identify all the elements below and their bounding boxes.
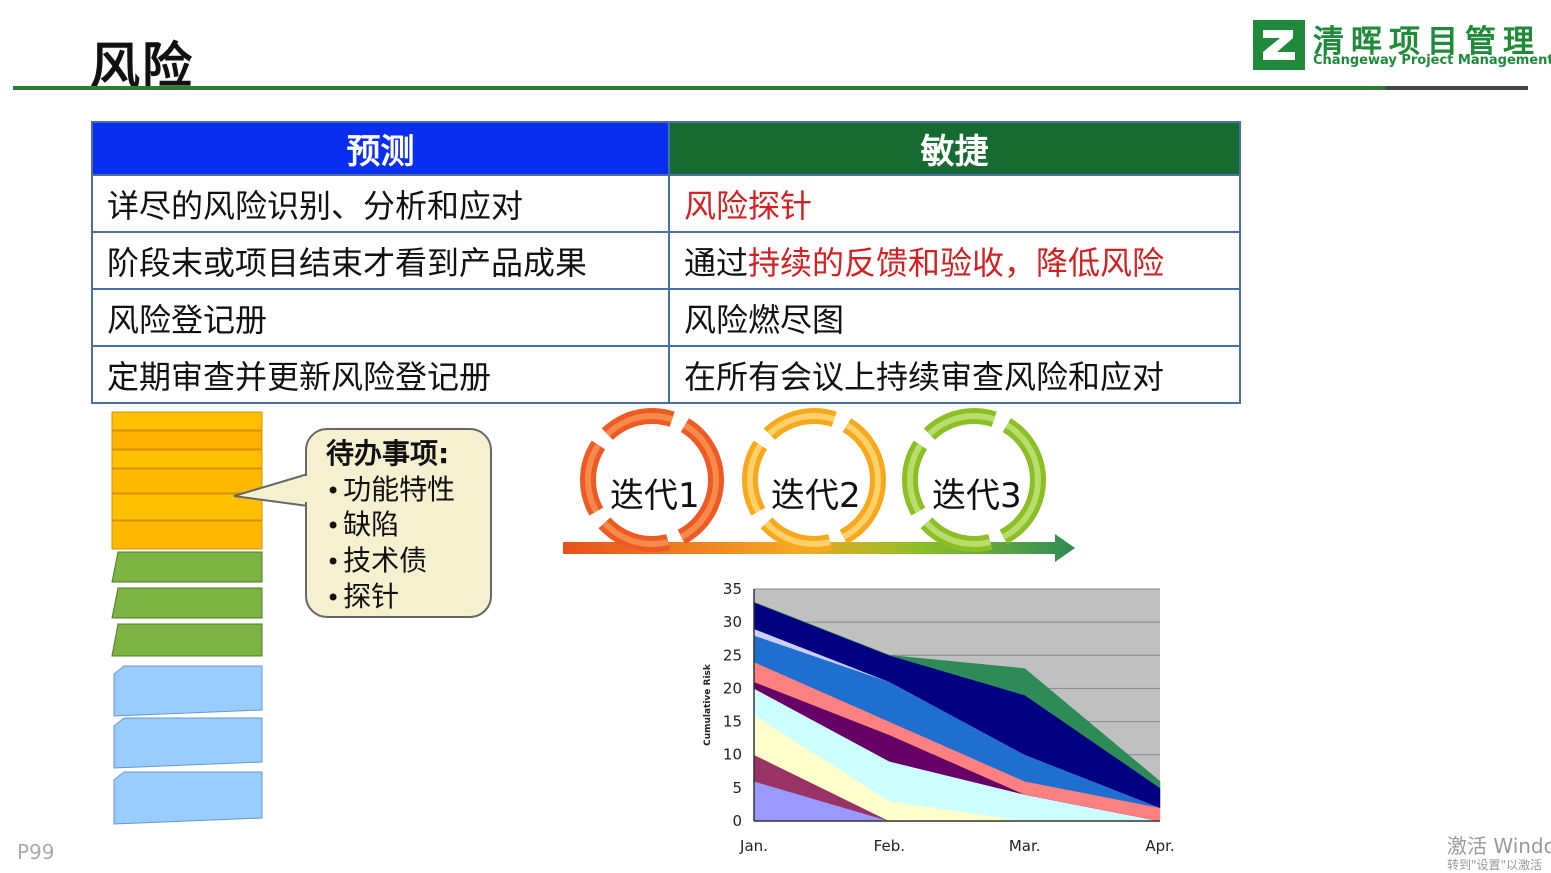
backlog-title: 待办事项: <box>326 437 450 470</box>
changeway-logo-icon <box>1253 20 1305 70</box>
cell-agile: 风险探针 <box>668 174 1241 233</box>
slide-title: 风险 <box>90 37 194 95</box>
x-tick-label: Apr. <box>1145 837 1174 855</box>
cell-predictive: 风险登记册 <box>91 288 670 347</box>
backlog-item-highlight: • 探针 <box>326 580 400 613</box>
iteration-1-label: 迭代1 <box>610 476 700 516</box>
backlog-blue-blocks <box>113 665 263 825</box>
iteration-3-label: 迭代3 <box>932 476 1022 516</box>
cell-predictive: 详尽的风险识别、分析和应对 <box>91 174 670 233</box>
y-tick-label: 10 <box>723 746 742 764</box>
cell-agile: 通过持续的反馈和验收，降低风险 <box>668 231 1241 290</box>
y-tick-label: 5 <box>732 779 742 797</box>
cell-agile-highlight: 持续的反馈和验收，降低风险 <box>748 243 1165 282</box>
backlog-callout <box>305 428 492 618</box>
cell-agile-text: 通过 <box>684 243 749 282</box>
x-tick-label: Jan. <box>739 837 768 855</box>
cycle-3-arrows-icon <box>902 408 1046 552</box>
iteration-cycles-diagram <box>563 408 1075 562</box>
title-underline <box>13 86 1528 90</box>
cell-agile-highlight: 风险探针 <box>684 186 813 225</box>
cell-agile: 风险燃尽图 <box>668 288 1241 347</box>
backlog-stack-illustration <box>111 411 263 825</box>
table-header-row: 预测 敏捷 <box>91 121 1241 176</box>
table-row: 风险登记册 风险燃尽图 <box>91 288 1241 347</box>
y-tick-label: 30 <box>723 613 742 631</box>
x-tick-label: Feb. <box>874 837 905 855</box>
y-tick-label: 35 <box>723 580 742 598</box>
logo-name-cn: 清晖项目管理 <box>1313 24 1541 60</box>
y-tick-label: 0 <box>732 812 742 830</box>
x-tick-label: Mar. <box>1009 837 1041 855</box>
logo-name-en: Changeway Project Management <box>1313 53 1551 68</box>
backlog-green-blocks <box>111 551 263 657</box>
y-tick-label: 25 <box>723 646 742 664</box>
y-tick-label: 15 <box>723 713 742 731</box>
table-row: 阶段末或项目结束才看到产品成果 通过持续的反馈和验收，降低风险 <box>91 231 1241 290</box>
backlog-item: • 功能特性 <box>326 473 456 506</box>
area-series-10 <box>753 602 1161 789</box>
comparison-table: 预测 敏捷 详尽的风险识别、分析和应对 风险探针 阶段末或项目结束才看到产品成果… <box>91 121 1241 404</box>
backlog-item: • 技术债 <box>326 544 428 577</box>
cell-predictive: 定期审查并更新风险登记册 <box>91 345 670 404</box>
iteration-2-label: 迭代2 <box>771 476 861 516</box>
cycle-1-arrows-icon <box>580 408 724 552</box>
activation-watermark-sub: 转到"设置"以激活 <box>1447 858 1543 872</box>
backlog-orange-blocks <box>111 411 263 550</box>
table-row: 详尽的风险识别、分析和应对 风险探针 <box>91 174 1241 233</box>
activation-watermark: 激活 Windc <box>1447 834 1551 858</box>
cycle-2-arrows-icon <box>742 408 886 552</box>
header-predictive: 预测 <box>91 121 670 176</box>
y-tick-label: 20 <box>723 679 742 697</box>
backlog-item: • 缺陷 <box>326 508 400 541</box>
table-row: 定期审查并更新风险登记册 在所有会议上持续审查风险和应对 <box>91 345 1241 404</box>
risk-burndown-chart: 0 5 10 15 20 25 30 35 Jan. Feb. Mar. Apr. Cumulative… <box>703 580 1175 855</box>
cell-predictive: 阶段末或项目结束才看到产品成果 <box>91 231 670 290</box>
header-agile: 敏捷 <box>668 121 1241 176</box>
cell-agile: 在所有会议上持续审查风险和应对 <box>668 345 1241 404</box>
page-number: P99 <box>17 840 55 864</box>
y-axis-title: Cumulative Risk <box>703 663 713 746</box>
title-underline-accent <box>1385 86 1528 90</box>
bubble-pointer-join <box>303 476 312 502</box>
